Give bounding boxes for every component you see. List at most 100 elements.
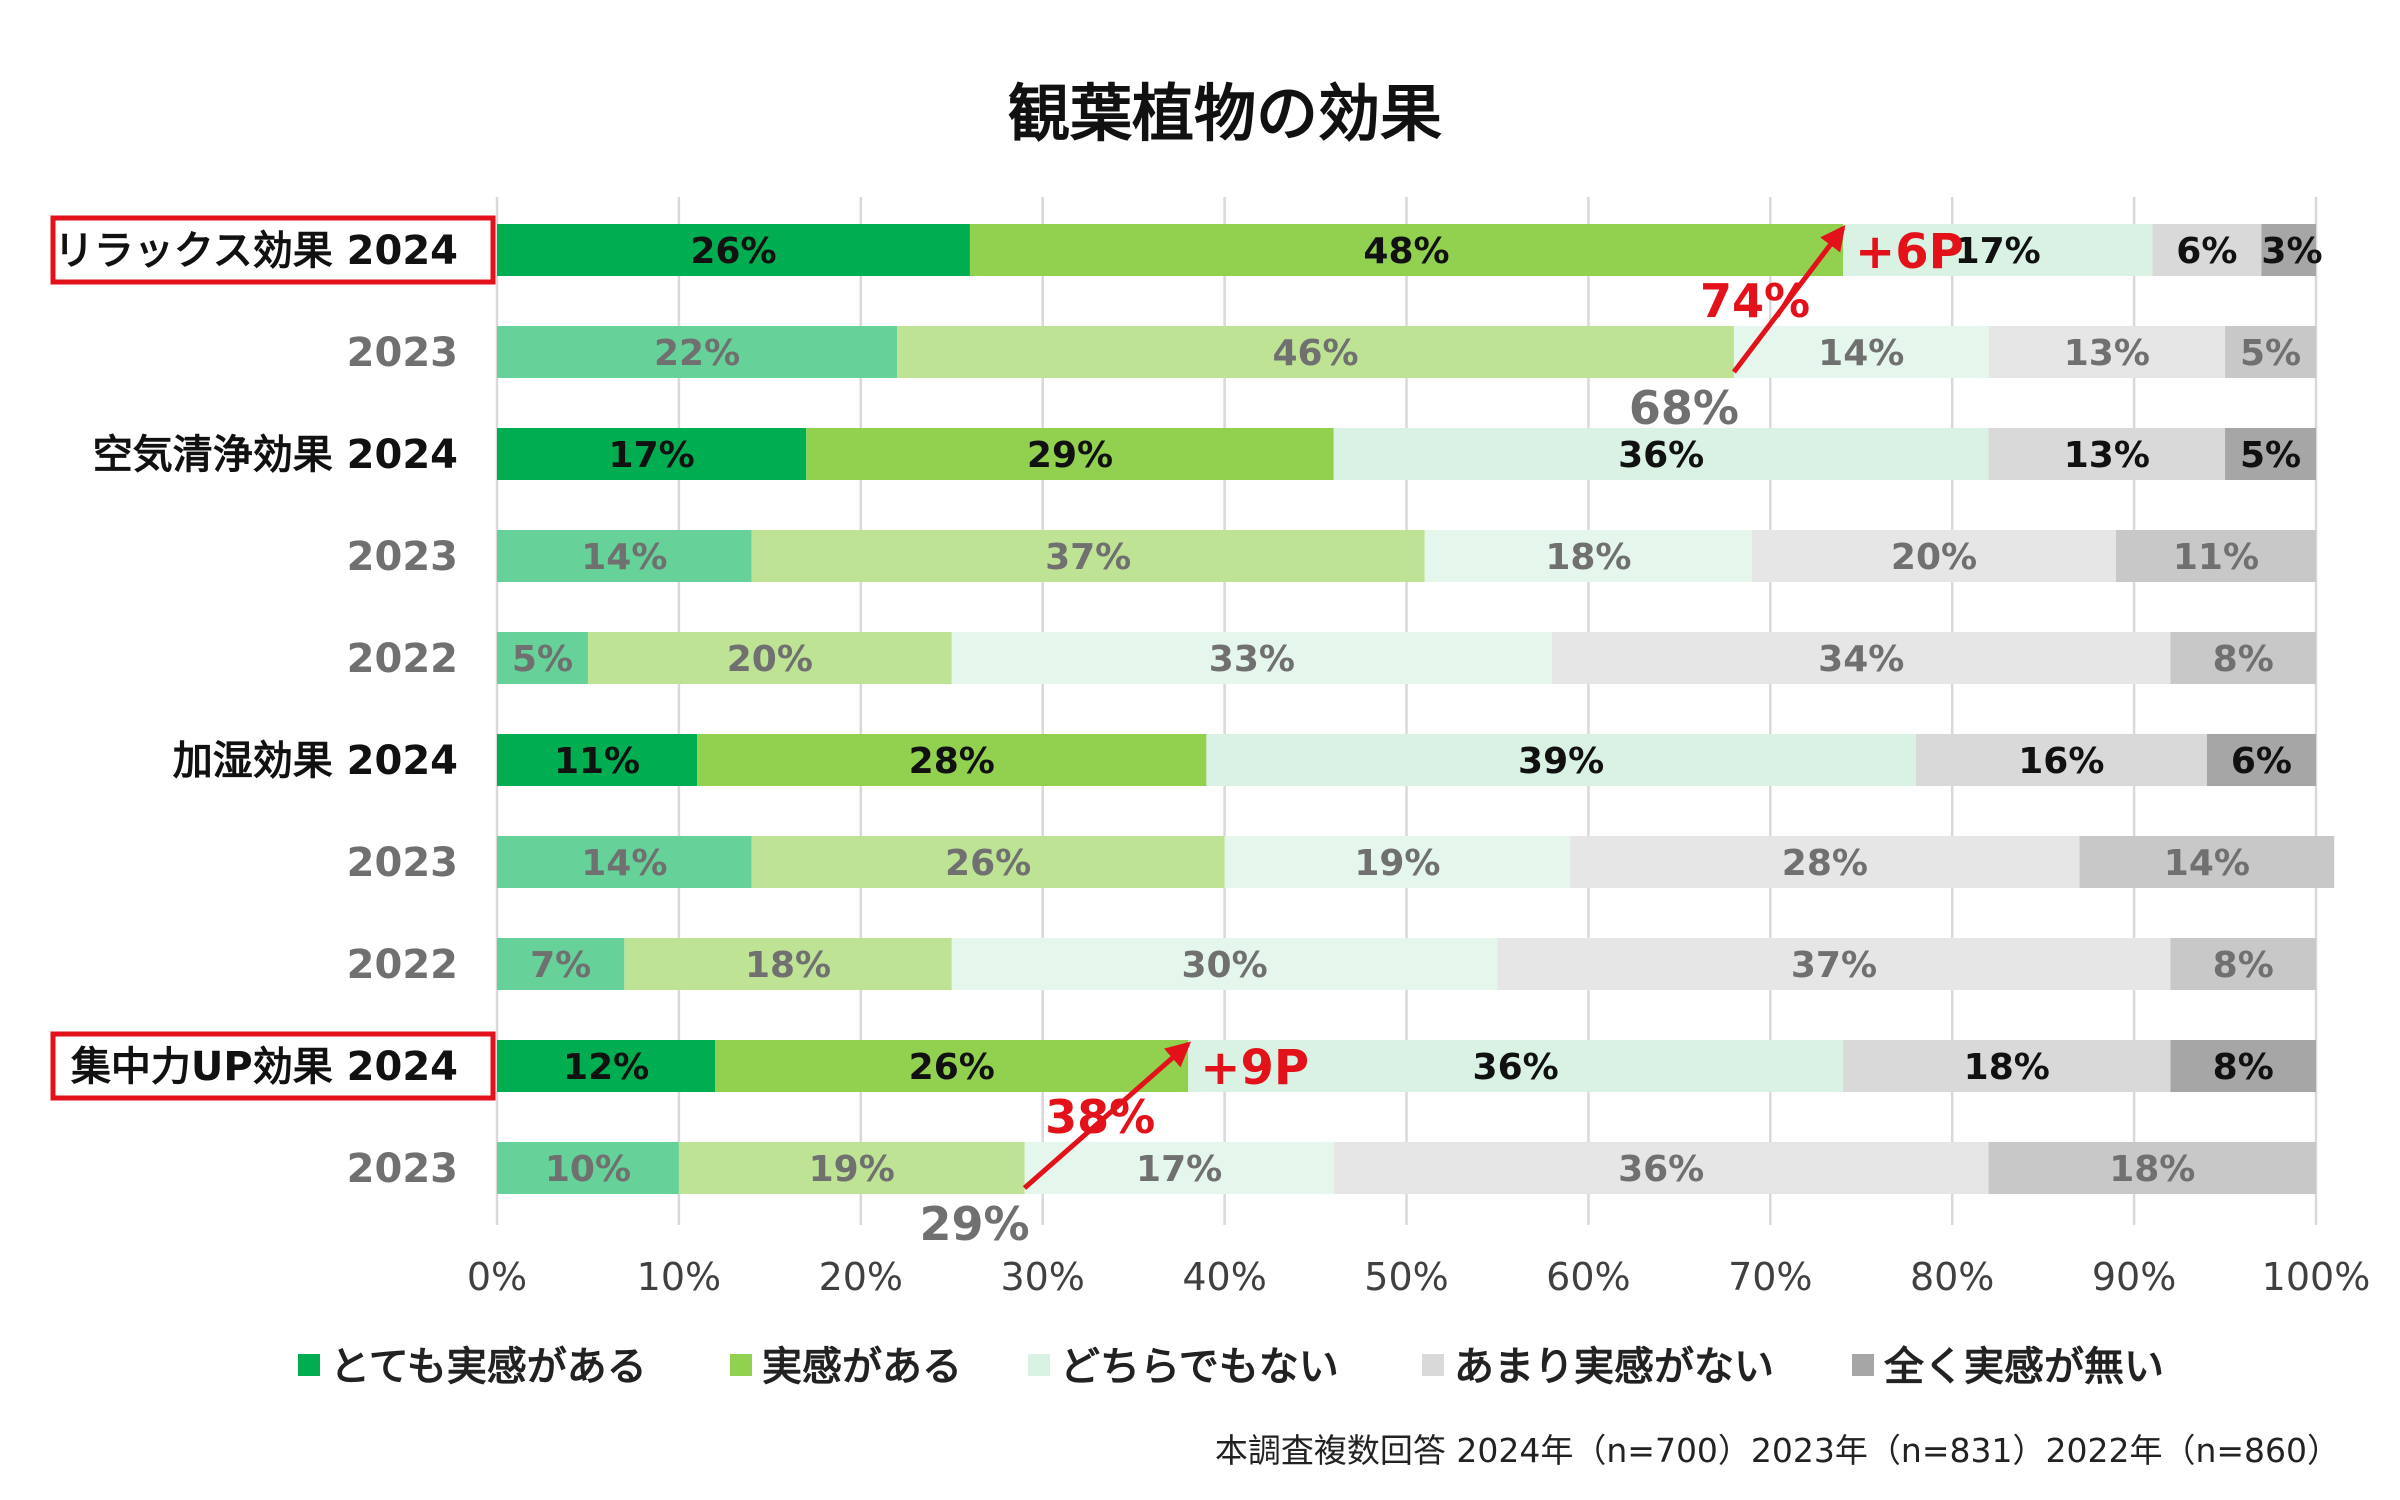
data-label-row5-very: 11%: [554, 741, 640, 782]
data-label-row3-neutral: 18%: [1545, 537, 1631, 578]
data-label-row6-none: 14%: [2164, 843, 2250, 884]
row-label-0: リラックス効果 2024: [54, 228, 458, 274]
data-label-row4-very: 5%: [512, 639, 573, 680]
x-tick-10pct: 10%: [637, 1255, 721, 1299]
bar-segment-row3-neutral: [1424, 530, 1753, 582]
bar-row-7: 7% 18% 30% 37% 8%: [497, 938, 2316, 990]
data-label-row8-some: 26%: [909, 1047, 995, 1088]
data-label-row9-little: 36%: [1618, 1149, 1704, 1190]
data-label-row0-very: 26%: [690, 231, 776, 272]
chart-title: 観葉植物の効果: [1008, 77, 1442, 150]
data-label-row6-neutral: 19%: [1354, 843, 1440, 884]
legend-label-neutral: どちらでもない: [1060, 1344, 1339, 1390]
row-label-2: 空気清浄効果 2024: [93, 432, 458, 478]
legend-swatch-neutral: [1028, 1354, 1050, 1376]
bar-segment-row3-little: [1752, 530, 2116, 582]
data-label-row4-little: 34%: [1818, 639, 1904, 680]
bar-row-0: 26% 48% 17% 6% 3%: [497, 224, 2323, 276]
data-label-row8-little: 18%: [1964, 1047, 2050, 1088]
bar-segment-row7-none: [2170, 938, 2316, 990]
bar-segment-row5-none: [2206, 734, 2316, 786]
data-label-row9-neutral: 17%: [1136, 1149, 1222, 1190]
bar-segment-row0-very: [497, 224, 970, 276]
bar-rows: 26% 48% 17% 6% 3% 22% 46% 14% 13% 5% 17% 29% 36% 13% 5…: [497, 224, 2335, 1194]
data-label-row7-very: 7%: [530, 945, 591, 986]
row-label-5: 加湿効果 2024: [173, 738, 458, 784]
bar-segment-row7-some: [624, 938, 952, 990]
bar-segment-row2-neutral: [1333, 428, 1989, 480]
data-label-row5-little: 16%: [2018, 741, 2104, 782]
legend-swatch-some: [730, 1354, 752, 1376]
legend-swatch-very: [298, 1354, 320, 1376]
bar-segment-row5-little: [1915, 734, 2207, 786]
bar-segment-row8-little: [1843, 1040, 2171, 1092]
data-label-row7-none: 8%: [2213, 945, 2274, 986]
data-label-row2-little: 13%: [2064, 435, 2150, 476]
data-label-row9-some: 19%: [809, 1149, 895, 1190]
prev-total-label-1: 29%: [919, 1197, 1029, 1251]
bar-segment-row9-none: [1988, 1142, 2316, 1194]
x-tick-60pct: 60%: [1546, 1255, 1630, 1299]
bar-segment-row4-neutral: [951, 632, 1553, 684]
row-label-6: 2023: [347, 840, 458, 886]
data-label-row4-neutral: 33%: [1209, 639, 1295, 680]
bar-segment-row7-little: [1497, 938, 2171, 990]
data-label-row6-some: 26%: [945, 843, 1031, 884]
bar-segment-row5-neutral: [1206, 734, 1916, 786]
bar-row-2: 17% 29% 36% 13% 5%: [497, 428, 2316, 480]
bar-segment-row4-little: [1552, 632, 2171, 684]
legend-label-some: 実感がある: [762, 1344, 962, 1390]
data-label-row0-neutral: 17%: [1955, 231, 2041, 272]
data-label-row1-some: 46%: [1272, 333, 1358, 374]
data-label-row3-some: 37%: [1045, 537, 1131, 578]
bar-segment-row9-very: [497, 1142, 679, 1194]
row-label-3: 2023: [347, 534, 458, 580]
legend: とても実感がある 実感がある どちらでもない あまり実感がない 全く実感が無い: [298, 1344, 2164, 1390]
legend-swatch-little: [1422, 1354, 1444, 1376]
highlight-box-row-0: [50, 215, 496, 285]
highlight-box-row-8: [50, 1031, 496, 1101]
x-tick-50pct: 50%: [1364, 1255, 1448, 1299]
delta-label-1: +9P: [1200, 1040, 1309, 1096]
legend-label-none: 全く実感が無い: [1883, 1344, 2164, 1390]
bar-segment-row6-none: [2079, 836, 2335, 888]
data-label-row5-some: 28%: [909, 741, 995, 782]
survey-footnote: 本調査複数回答 2024年（n=700）2023年（n=831）2022年（n=…: [1215, 1431, 2340, 1470]
bar-segment-row2-little: [1988, 428, 2226, 480]
legend-swatch-none: [1852, 1354, 1874, 1376]
bar-segment-row1-little: [1988, 326, 2226, 378]
data-label-row4-none: 8%: [2213, 639, 2274, 680]
data-label-row7-little: 37%: [1791, 945, 1877, 986]
data-label-row2-neutral: 36%: [1618, 435, 1704, 476]
data-label-row2-some: 29%: [1027, 435, 1113, 476]
data-label-row5-neutral: 39%: [1518, 741, 1604, 782]
new-total-label-0: 74%: [1700, 274, 1810, 328]
bar-row-3: 14% 37% 18% 20% 11%: [497, 530, 2316, 582]
bar-segment-row5-very: [497, 734, 698, 786]
bar-row-4: 5% 20% 33% 34% 8%: [497, 632, 2316, 684]
bar-segment-row8-some: [715, 1040, 1189, 1092]
bar-segment-row7-very: [497, 938, 625, 990]
x-tick-70pct: 70%: [1728, 1255, 1812, 1299]
row-label-9: 2023: [347, 1146, 458, 1192]
data-label-row0-some: 48%: [1363, 231, 1449, 272]
bar-segment-row7-neutral: [951, 938, 1498, 990]
data-label-row6-very: 14%: [581, 843, 667, 884]
data-label-row9-none: 18%: [2109, 1149, 2195, 1190]
data-label-row1-none: 5%: [2240, 333, 2301, 374]
data-label-row1-neutral: 14%: [1818, 333, 1904, 374]
data-label-row0-little: 6%: [2176, 231, 2237, 272]
bar-segment-row9-some: [678, 1142, 1025, 1194]
bar-row-8: 12% 26% 36% 18% 8%: [497, 1040, 2316, 1092]
bar-segment-row0-little: [2152, 224, 2262, 276]
change-arrow-0: [1731, 225, 1846, 374]
change-arrow-1: [1022, 1041, 1192, 1190]
data-label-row8-none: 8%: [2213, 1047, 2274, 1088]
bar-row-1: 22% 46% 14% 13% 5%: [497, 326, 2316, 378]
data-label-row1-little: 13%: [2064, 333, 2150, 374]
bar-segment-row6-little: [1570, 836, 2080, 888]
row-label-4: 2022: [347, 636, 458, 682]
data-label-row3-little: 20%: [1891, 537, 1977, 578]
bar-segment-row9-little: [1333, 1142, 1989, 1194]
